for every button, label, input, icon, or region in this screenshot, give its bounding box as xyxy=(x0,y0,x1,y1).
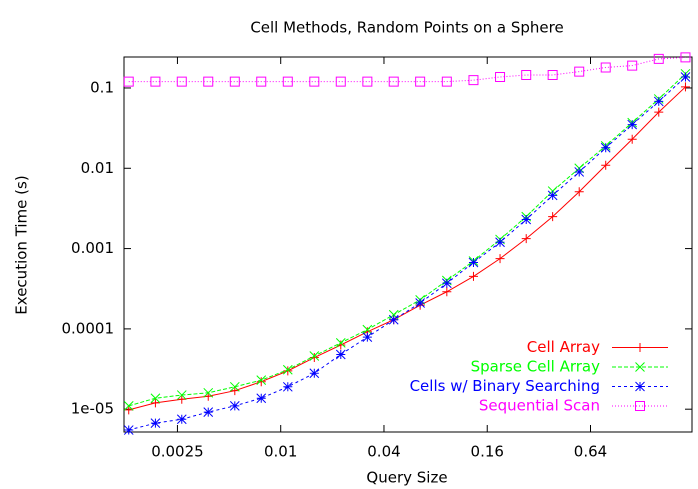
marker xyxy=(627,134,637,144)
marker xyxy=(362,76,373,87)
legend-marker xyxy=(635,401,645,411)
marker xyxy=(441,278,452,289)
marker xyxy=(282,76,293,87)
series-line xyxy=(128,86,686,411)
y-tick-label: 0.1 xyxy=(90,78,114,96)
marker xyxy=(336,340,346,350)
y-tick-label: 0.01 xyxy=(81,159,114,177)
marker xyxy=(309,368,320,379)
marker xyxy=(547,70,558,81)
marker xyxy=(600,62,611,73)
marker xyxy=(362,332,373,342)
marker xyxy=(574,167,585,177)
marker xyxy=(495,254,505,264)
marker xyxy=(283,366,293,376)
marker xyxy=(468,271,478,281)
marker xyxy=(548,212,558,222)
marker xyxy=(282,364,293,375)
marker xyxy=(468,257,479,268)
marker xyxy=(521,70,532,81)
chart-title: Cell Methods, Random Points on a Sphere xyxy=(250,19,563,37)
legend-marker xyxy=(635,343,645,352)
marker xyxy=(124,405,134,415)
x-tick-label: 0.0025 xyxy=(151,443,204,461)
marker xyxy=(362,324,373,335)
marker xyxy=(680,82,690,92)
marker xyxy=(229,381,240,392)
marker xyxy=(256,375,267,385)
marker xyxy=(282,381,293,392)
marker xyxy=(150,398,160,408)
marker xyxy=(203,387,214,398)
marker xyxy=(229,76,240,87)
marker xyxy=(680,72,691,82)
marker xyxy=(230,386,240,396)
marker xyxy=(123,401,134,411)
marker xyxy=(309,76,320,87)
marker xyxy=(574,66,585,77)
marker xyxy=(176,76,187,87)
marker xyxy=(468,75,479,86)
marker xyxy=(309,351,320,361)
marker xyxy=(176,390,187,400)
marker xyxy=(203,76,214,87)
marker xyxy=(123,425,134,435)
legend-marker xyxy=(635,362,645,372)
marker xyxy=(601,160,611,170)
marker xyxy=(415,76,426,87)
x-tick-label: 0.04 xyxy=(367,443,400,461)
marker xyxy=(256,76,267,87)
x-tick-label: 0.16 xyxy=(471,443,504,461)
marker xyxy=(150,418,161,429)
marker xyxy=(627,119,638,130)
marker xyxy=(574,187,584,197)
marker xyxy=(203,407,214,417)
marker xyxy=(256,377,266,387)
y-tick-label: 0.001 xyxy=(71,239,114,257)
y-tick-label: 1e-05 xyxy=(71,400,114,418)
x-tick-label: 0.01 xyxy=(264,443,297,461)
marker xyxy=(123,76,134,87)
marker xyxy=(335,76,346,87)
marker xyxy=(442,287,452,297)
legend-label: Sequential Scan xyxy=(479,397,600,415)
marker xyxy=(521,234,531,244)
plot-frame xyxy=(123,56,693,433)
y-axis-label: Execution Time (s) xyxy=(13,175,31,314)
marker xyxy=(627,60,638,71)
series-line xyxy=(128,73,686,407)
legend-label: Sparse Cell Array xyxy=(471,358,601,376)
marker xyxy=(335,338,346,348)
marker xyxy=(256,393,267,404)
legend-marker xyxy=(635,381,645,392)
series-line xyxy=(128,76,686,431)
marker xyxy=(521,214,532,225)
marker xyxy=(229,401,240,411)
marker xyxy=(177,394,187,404)
marker xyxy=(547,190,558,201)
marker xyxy=(309,353,319,363)
marker xyxy=(600,142,611,153)
x-tick-label: 0.64 xyxy=(574,443,607,461)
y-tick-label: 0.0001 xyxy=(62,319,115,337)
marker xyxy=(150,76,161,87)
marker xyxy=(495,71,506,82)
marker xyxy=(441,76,452,87)
marker xyxy=(388,76,399,87)
x-axis-label: Query Size xyxy=(366,469,447,487)
marker xyxy=(335,349,346,360)
marker xyxy=(150,393,161,404)
marker xyxy=(388,314,399,325)
legend-label: Cells w/ Binary Searching xyxy=(410,377,600,395)
legend-label: Cell Array xyxy=(527,338,600,356)
marker xyxy=(653,96,664,107)
marker xyxy=(654,107,664,117)
marker xyxy=(680,52,691,63)
marker xyxy=(176,414,187,425)
marker xyxy=(495,237,505,248)
marker xyxy=(653,53,664,64)
marker xyxy=(415,298,425,308)
